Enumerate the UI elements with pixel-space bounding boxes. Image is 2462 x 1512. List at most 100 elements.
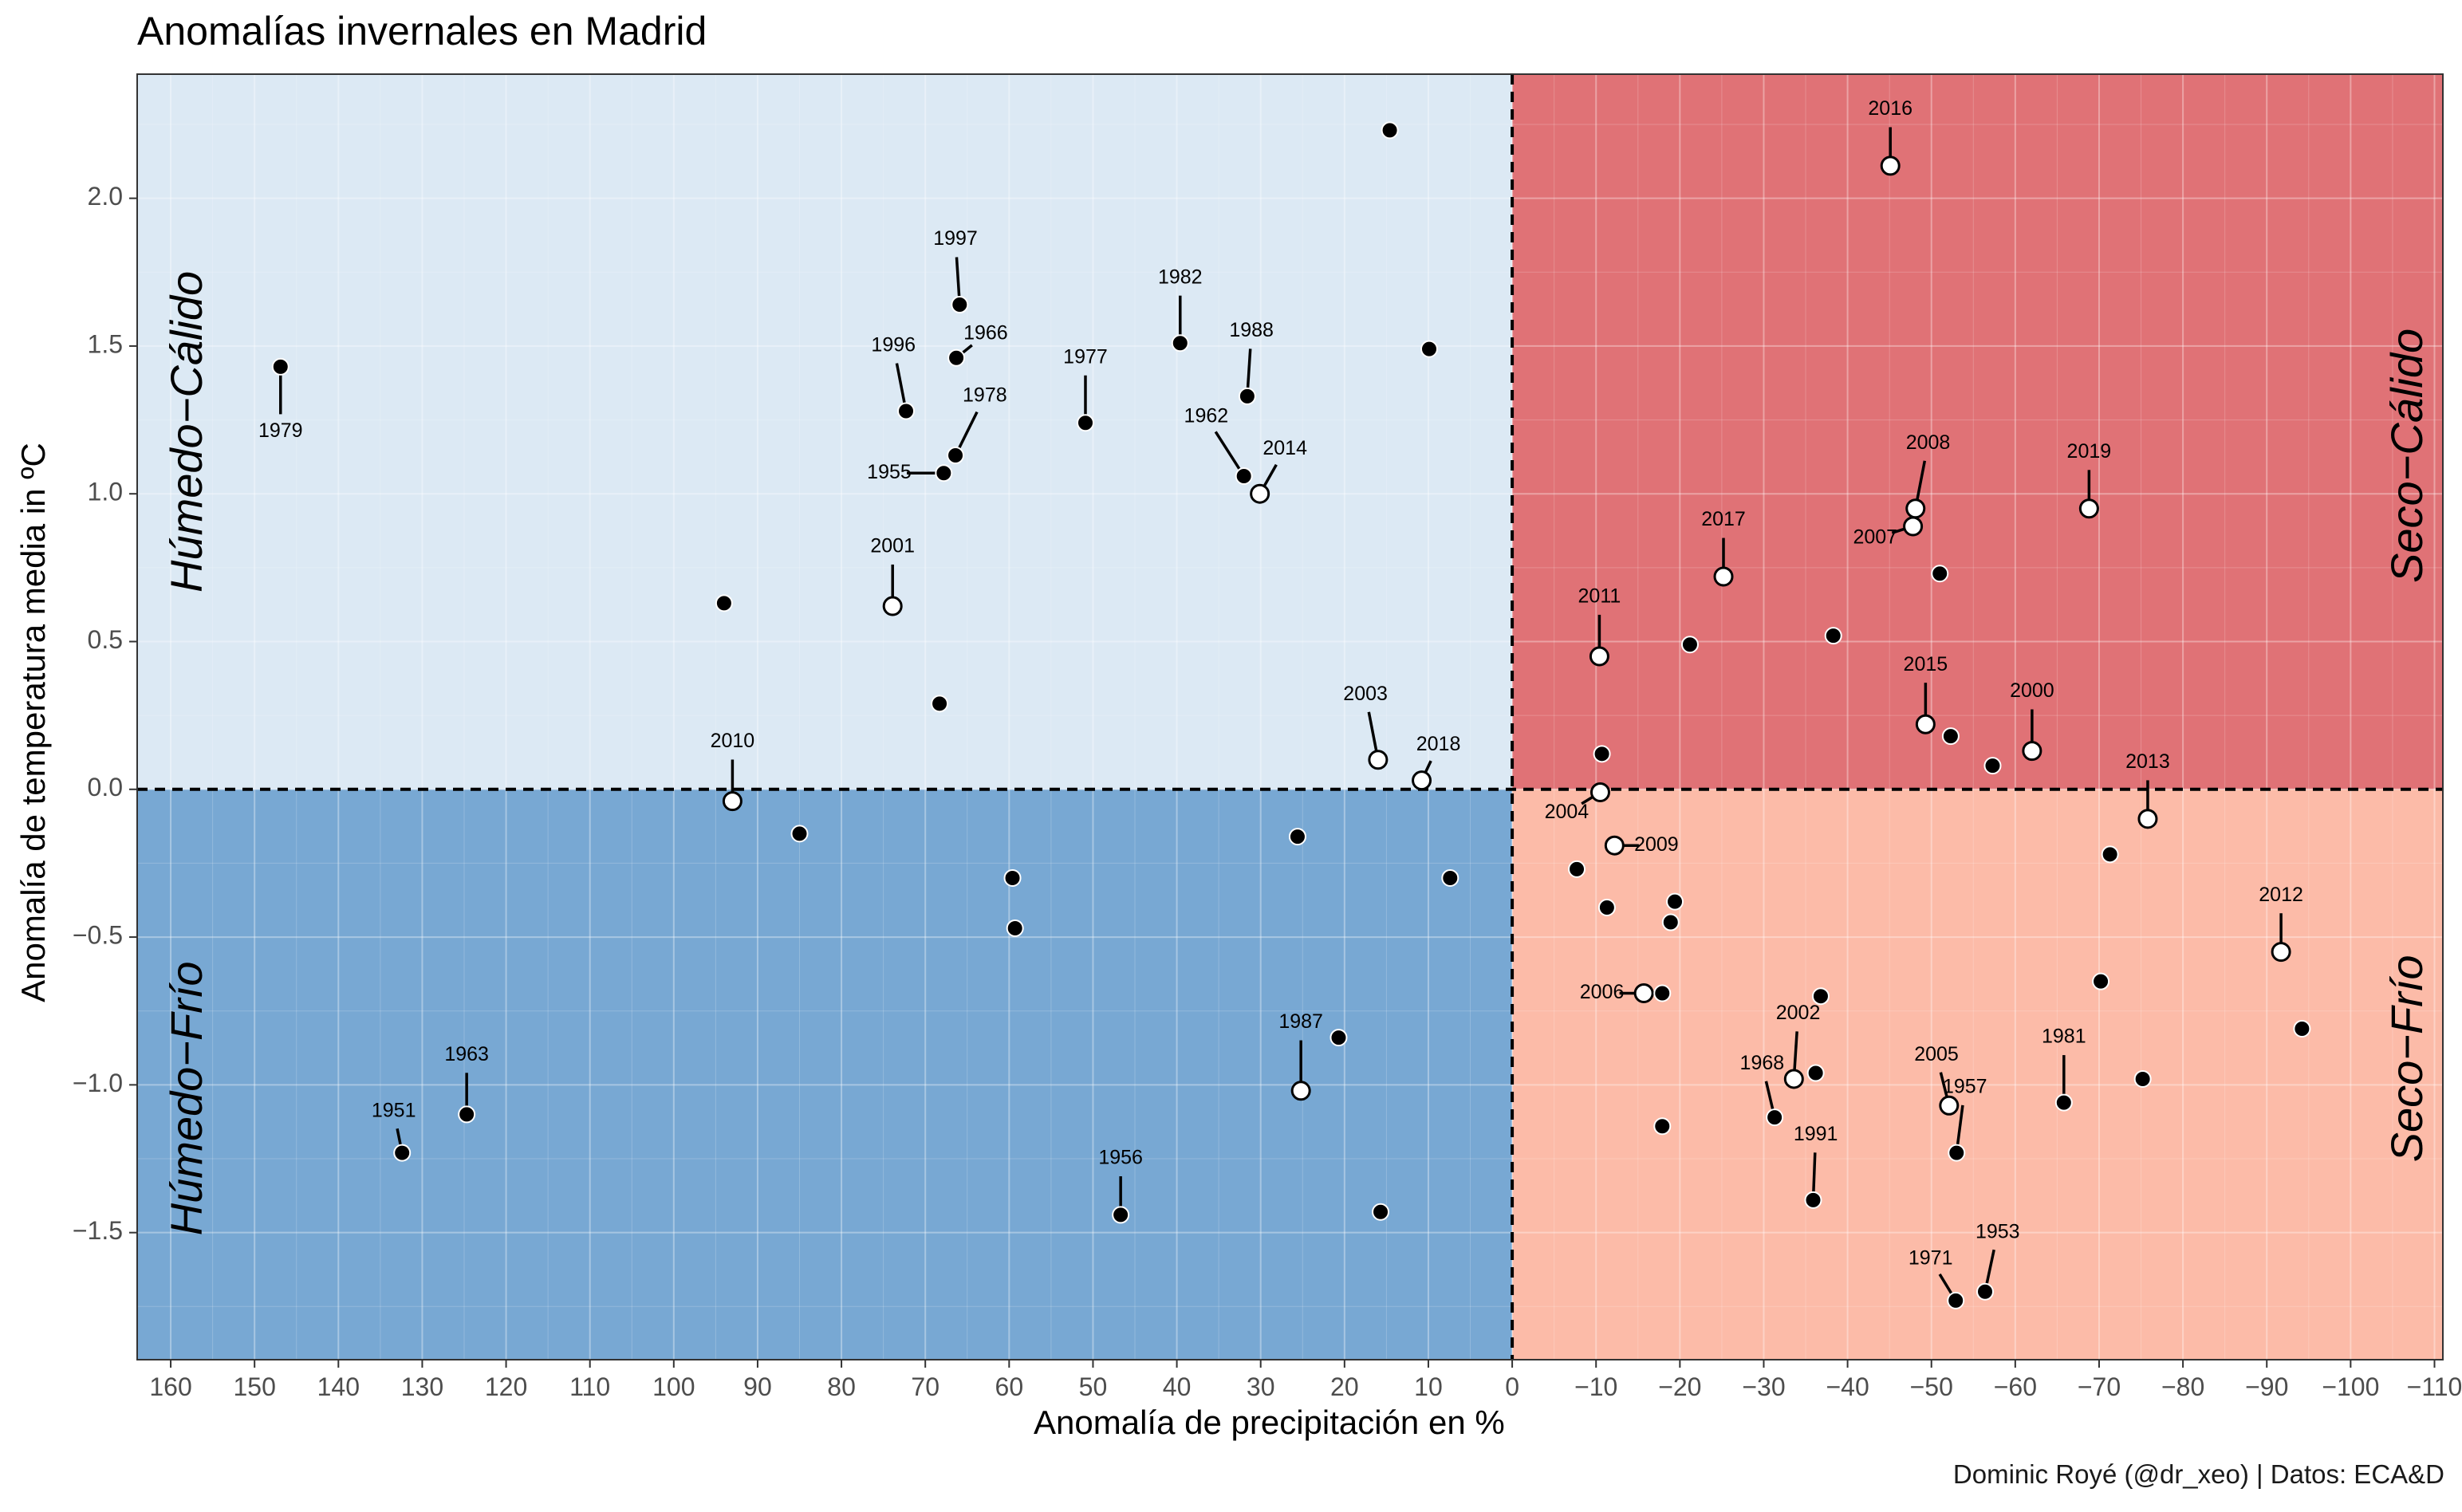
point-label: 2005 (1914, 1043, 1959, 1065)
x-tick-label: 60 (995, 1372, 1024, 1401)
data-point (458, 1105, 476, 1124)
data-point (1368, 750, 1389, 770)
data-point (393, 1144, 412, 1162)
point-label: 2004 (1545, 801, 1589, 823)
y-tick-label: 0.5 (88, 625, 123, 654)
data-point (1783, 1069, 1804, 1089)
data-point (1238, 387, 1256, 405)
data-point (1633, 982, 1654, 1003)
point-labels: 1979 1996 1997 1966 1978 1955 1977 1982 1988 1962… (258, 97, 2303, 1270)
y-tick-label: 2.0 (88, 182, 123, 211)
data-point (1983, 757, 2002, 775)
quadrant-labels: Húmedo−Cálido Húmedo−Frío Seco−Cálido Seco−… (161, 271, 2432, 1236)
data-point (1824, 627, 1842, 645)
point-label: 1963 (444, 1043, 489, 1065)
data-point (271, 357, 290, 376)
plot-border (136, 73, 2444, 1360)
y-tick-label: −1.5 (73, 1216, 123, 1245)
point-label: 2010 (711, 730, 755, 752)
x-tick-label: −110 (2407, 1372, 2462, 1401)
data-point (1329, 1029, 1348, 1047)
point-label: 2011 (1578, 585, 1621, 608)
data-point (1589, 782, 1610, 802)
data-point (1250, 483, 1270, 504)
x-tick-label: 150 (233, 1372, 275, 1401)
reference-lines (137, 74, 2443, 1360)
quadrant-label: Seco−Frío (2381, 955, 2432, 1162)
point-label: 1966 (963, 322, 1008, 345)
x-tick-label: 80 (827, 1372, 856, 1401)
data-point (1941, 727, 1960, 746)
point-label: 2012 (2259, 884, 2303, 906)
point-label: 2013 (2125, 750, 2170, 773)
x-tick-label: 160 (149, 1372, 191, 1401)
data-points (271, 121, 2311, 1309)
data-point (1597, 899, 1616, 917)
y-tick-label: −0.5 (73, 921, 123, 950)
data-point (715, 594, 733, 612)
x-tick-label: 110 (569, 1372, 610, 1401)
point-label: 1988 (1229, 319, 1274, 341)
source-caption: Dominic Royé (@dr_xeo) | Datos: ECA&D (1952, 1459, 2444, 1489)
y-tick-label: 1.5 (88, 329, 123, 358)
data-point (1939, 1095, 1960, 1116)
x-tick-label: −50 (1910, 1372, 1953, 1401)
point-label: 1997 (933, 227, 978, 250)
data-point (1372, 1203, 1390, 1221)
point-label: 2003 (1343, 683, 1388, 705)
data-point (1915, 714, 1936, 734)
data-point (2137, 809, 2158, 829)
x-axis-title: Anomalía de precipitación en % (1034, 1404, 1505, 1441)
x-tick-label: 120 (485, 1372, 527, 1401)
data-point (790, 825, 809, 843)
chart-title: Anomalías invernales en Madrid (137, 9, 707, 53)
data-point (1661, 913, 1680, 931)
point-label: 2019 (2067, 440, 2112, 463)
data-point (1235, 467, 1253, 485)
data-point (1441, 868, 1459, 887)
data-point (1947, 1291, 1965, 1309)
y-tick-label: −1.0 (73, 1069, 123, 1097)
x-tick-label: 140 (317, 1372, 360, 1401)
data-point (1903, 516, 1924, 537)
point-label: 2015 (1904, 653, 1948, 675)
data-point (1713, 566, 1734, 587)
point-label: 1978 (963, 384, 1007, 407)
x-tick-label: −60 (1994, 1372, 2037, 1401)
data-point (1653, 984, 1672, 1002)
data-point (1680, 636, 1699, 654)
point-label: 2000 (2010, 679, 2054, 702)
data-point (1006, 919, 1024, 937)
data-point (1568, 860, 1586, 878)
x-tick-label: −100 (2322, 1372, 2379, 1401)
data-point (1905, 498, 1926, 519)
x-tick-label: −40 (1826, 1372, 1869, 1401)
quadrant-label: Húmedo−Cálido (161, 271, 211, 593)
quadrant-backgrounds (137, 74, 2443, 1360)
x-tick-label: 130 (401, 1372, 443, 1401)
point-label: 1977 (1063, 345, 1108, 368)
data-point (1653, 1117, 1672, 1136)
data-point (1880, 156, 1901, 176)
data-point (1804, 1191, 1822, 1209)
point-label: 1957 (1943, 1076, 1987, 1098)
data-point (1412, 770, 1432, 791)
data-point (1290, 1081, 1311, 1101)
data-point (2078, 498, 2099, 519)
point-label: 1981 (2042, 1026, 2086, 1048)
point-label: 2002 (1776, 1002, 1821, 1024)
x-tick-label: 10 (1414, 1372, 1443, 1401)
data-point (2101, 845, 2119, 864)
x-tick-label: 100 (652, 1372, 695, 1401)
data-point (2022, 741, 2042, 762)
x-tick-label: −10 (1574, 1372, 1617, 1401)
point-label: 1968 (1740, 1052, 1785, 1074)
x-tick-label: 50 (1079, 1372, 1108, 1401)
data-point (2054, 1093, 2073, 1112)
data-point (1003, 868, 1022, 887)
data-point (1112, 1206, 1130, 1224)
x-tick-label: 70 (911, 1372, 939, 1401)
data-point (1811, 987, 1830, 1006)
data-point (722, 791, 743, 812)
data-point (1288, 828, 1306, 846)
